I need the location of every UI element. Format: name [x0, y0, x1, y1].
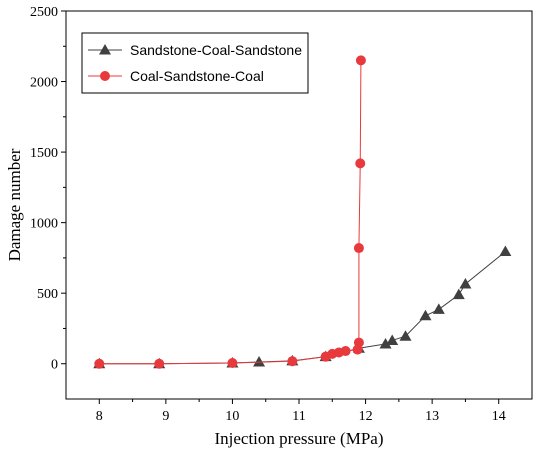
y-tick-label: 2500	[30, 5, 58, 20]
series-line	[99, 60, 362, 365]
y-tick-label: 500	[37, 287, 58, 302]
data-point	[379, 337, 392, 349]
legend-box	[81, 32, 309, 94]
legend-marker	[100, 71, 110, 81]
data-point	[499, 245, 512, 257]
x-tick-label: 13	[425, 409, 439, 424]
data-point	[154, 358, 165, 369]
plot-area	[93, 55, 512, 369]
legend-label: Coal-Sandstone-Coal	[130, 68, 264, 84]
x-tick-label: 9	[162, 409, 169, 424]
series-1	[94, 55, 366, 369]
data-point	[340, 346, 351, 357]
data-point	[355, 158, 366, 169]
data-point	[386, 334, 399, 345]
series-0	[93, 245, 512, 369]
data-point	[419, 309, 432, 321]
x-tick-label: 8	[96, 409, 103, 424]
legend-entry: Coal-Sandstone-Coal	[88, 68, 264, 84]
data-point	[353, 337, 364, 348]
data-point	[94, 358, 105, 369]
axes: 8 9 10 11 12 13 14 0 500 1000 1500 2000 2500 Injectio…	[5, 5, 533, 448]
data-point	[459, 278, 472, 289]
data-point	[452, 288, 465, 300]
legend-label: Sandstone-Coal-Sandstone	[130, 42, 302, 58]
x-tick-label: 10	[225, 409, 239, 424]
data-point	[353, 243, 364, 254]
legend: Sandstone-Coal-Sandstone Coal-Sandstone-C…	[81, 32, 309, 94]
x-tick-label: 12	[359, 409, 373, 424]
data-point	[432, 303, 445, 314]
data-point	[227, 358, 238, 369]
x-tick-label: 11	[292, 409, 305, 424]
y-tick-label: 0	[51, 358, 58, 373]
y-tick-label: 1500	[30, 146, 58, 161]
legend-entry: Sandstone-Coal-Sandstone	[88, 42, 302, 58]
legend-marker	[99, 44, 111, 55]
y-axis-title: Damage number	[5, 148, 24, 261]
y-tick-label: 1000	[30, 217, 58, 232]
data-point	[287, 356, 298, 367]
y-tick-label: 2000	[30, 76, 58, 91]
x-tick-label: 14	[492, 409, 506, 424]
data-point	[399, 330, 412, 341]
series-line	[99, 251, 506, 365]
data-point	[253, 356, 266, 367]
data-point	[355, 55, 366, 66]
x-axis-title: Injection pressure (MPa)	[214, 429, 383, 448]
